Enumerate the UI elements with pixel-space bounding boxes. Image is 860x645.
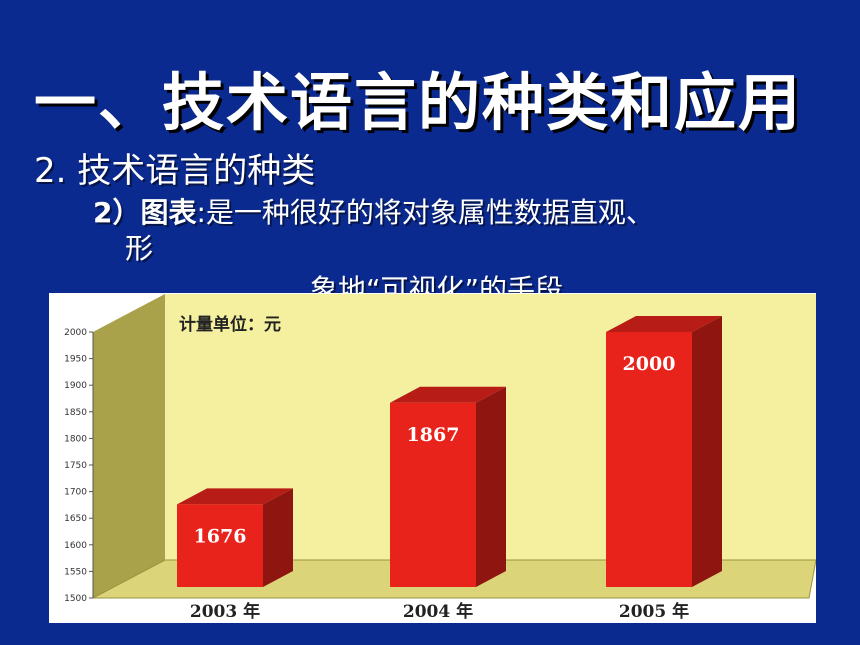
chart-unit-label: 计量单位：元	[179, 314, 281, 335]
bullet-body: :是一种很好的将对象属性数据直观、	[196, 196, 654, 229]
bar	[606, 332, 692, 587]
y-tick-label: 2000	[64, 328, 87, 338]
y-tick-label: 1550	[64, 567, 87, 577]
bar-value-label: 2000	[623, 353, 676, 375]
chart-side-wall	[93, 294, 165, 598]
bullet-lead: 2）图表	[93, 196, 197, 229]
x-category-label: 2004 年	[403, 601, 473, 622]
bullet-continuation: 形	[125, 232, 154, 265]
y-tick-label: 1750	[64, 461, 87, 471]
y-tick-label: 1850	[64, 408, 87, 418]
bar	[177, 504, 263, 587]
bar-side	[476, 386, 506, 587]
bullet-text: 2）图表:是一种很好的将对象属性数据直观、 形	[93, 195, 793, 267]
bar-chart: 1500 1550 1600 1650 1700 1750 1800 1850 1900 1950…	[64, 294, 816, 622]
y-tick-label: 1700	[64, 488, 87, 498]
x-category-label: 2003 年	[190, 601, 260, 622]
y-tick-label: 1950	[64, 355, 87, 365]
bar-value-label: 1676	[194, 525, 247, 547]
y-tick-label: 1600	[64, 541, 87, 551]
x-category-label: 2005 年	[619, 601, 689, 622]
slide-title: 一、技术语言的种类和应用	[34, 66, 803, 139]
slide-subtitle: 2. 技术语言的种类	[34, 151, 316, 191]
y-tick-label: 1650	[64, 514, 87, 524]
y-tick-label: 1900	[64, 381, 87, 391]
bar	[390, 402, 476, 587]
y-tick-label: 1800	[64, 434, 87, 444]
bar-side	[692, 316, 722, 587]
bar-top	[606, 316, 722, 332]
bar-side	[263, 488, 293, 587]
bar-top	[177, 488, 293, 505]
bar-value-label: 1867	[407, 424, 460, 446]
chart: 1500 1550 1600 1650 1700 1750 1800 1850 1900 1950…	[49, 293, 816, 623]
bar-top	[390, 386, 506, 403]
y-tick-label: 1500	[64, 594, 87, 604]
